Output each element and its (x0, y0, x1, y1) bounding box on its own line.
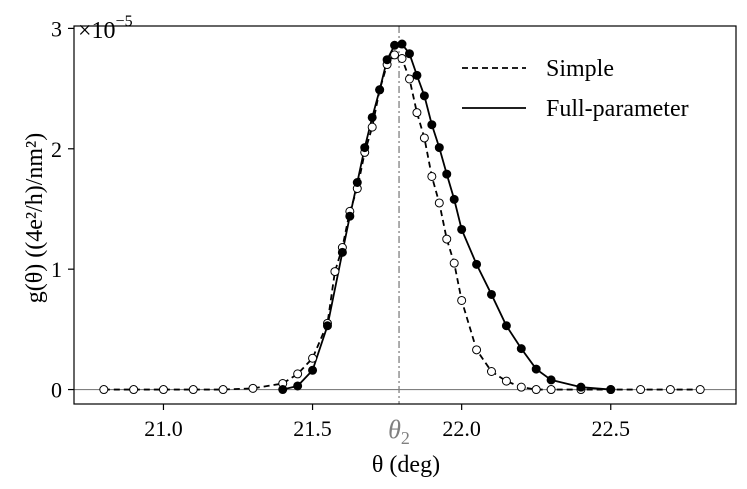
data-point-1-20 (457, 224, 467, 234)
data-point-1-0 (278, 385, 288, 395)
data-point-0-2 (158, 385, 168, 395)
y-axis-label: g(θ) ((4e²/h)/nm²) (22, 133, 48, 304)
data-point-0-32 (531, 385, 541, 395)
theta2-label-base: θ (388, 415, 401, 444)
data-point-1-28 (606, 385, 616, 395)
data-point-0-27 (457, 295, 467, 305)
data-point-0-18 (390, 50, 400, 60)
y-tick-label-0: 0 (51, 378, 62, 403)
y-multiplier-base: ×10 (78, 18, 116, 44)
data-point-1-6 (352, 177, 362, 187)
data-point-0-21 (412, 108, 422, 118)
data-point-1-9 (375, 85, 385, 95)
data-point-1-22 (486, 289, 496, 299)
data-point-0-4 (218, 385, 228, 395)
axis-labels: θ (deg) g(θ) ((4e²/h)/nm²) ×10−5 (22, 13, 440, 478)
data-point-0-1 (129, 385, 139, 395)
data-point-1-1 (293, 381, 303, 391)
x-tick-label-2: 22.0 (442, 416, 481, 441)
plot-area (74, 26, 736, 404)
legend-label-0: Simple (546, 56, 614, 82)
data-point-0-28 (472, 345, 482, 355)
data-point-1-5 (345, 211, 355, 221)
data-point-0-24 (434, 198, 444, 208)
y-tick-label-3: 3 (51, 16, 62, 41)
x-tick-label-0: 21.0 (144, 416, 183, 441)
data-point-0-7 (293, 369, 303, 379)
theta2-label-subscript: 2 (401, 428, 410, 448)
data-point-1-14 (412, 70, 422, 80)
x-axis-label: θ (deg) (372, 452, 440, 478)
data-point-1-19 (449, 194, 459, 204)
data-point-1-12 (397, 39, 407, 49)
data-point-1-3 (322, 321, 332, 331)
y-multiplier-exponent: −5 (116, 13, 133, 30)
data-point-1-11 (390, 40, 400, 50)
legend-label-1: Full-parameter (546, 96, 689, 122)
data-point-0-8 (308, 353, 318, 363)
axes-frame (73, 25, 737, 405)
data-point-1-27 (576, 382, 586, 392)
data-point-0-15 (367, 122, 377, 132)
data-point-0-0 (99, 385, 109, 395)
x-tick-label-1: 21.5 (293, 416, 332, 441)
x-tick-label-3: 22.5 (592, 416, 631, 441)
data-point-0-22 (419, 133, 429, 143)
data-point-1-8 (367, 112, 377, 122)
data-point-0-25 (442, 234, 452, 244)
data-point-1-25 (531, 364, 541, 374)
data-point-1-24 (516, 344, 526, 354)
data-point-0-33 (546, 385, 556, 395)
data-point-0-5 (248, 383, 258, 393)
data-point-1-23 (501, 321, 511, 331)
legend: Simple Full-parameter (462, 56, 689, 122)
data-point-1-26 (546, 375, 556, 385)
data-point-1-18 (442, 169, 452, 179)
data-point-1-21 (472, 259, 482, 269)
theta2-label: θ2 (388, 415, 410, 448)
data-point-0-36 (636, 385, 646, 395)
data-point-0-20 (404, 74, 414, 84)
data-point-0-26 (449, 258, 459, 268)
data-point-0-38 (695, 385, 705, 395)
data-point-1-13 (404, 49, 414, 59)
data-point-0-37 (665, 385, 675, 395)
y-tick-label-2: 2 (51, 137, 62, 162)
data-point-0-19 (397, 54, 407, 64)
data-point-1-4 (337, 247, 347, 257)
data-point-0-30 (501, 376, 511, 386)
data-point-0-3 (188, 385, 198, 395)
y-multiplier-label: ×10−5 (78, 13, 133, 44)
data-point-0-10 (330, 267, 340, 277)
data-point-0-31 (516, 382, 526, 392)
data-point-1-7 (360, 143, 370, 153)
data-point-1-15 (419, 91, 429, 101)
data-point-1-10 (382, 55, 392, 65)
data-point-1-16 (427, 120, 437, 130)
data-point-0-29 (486, 366, 496, 376)
data-point-0-23 (427, 171, 437, 181)
data-point-1-2 (308, 365, 318, 375)
data-point-1-17 (434, 143, 444, 153)
y-tick-label-1: 1 (51, 257, 62, 282)
